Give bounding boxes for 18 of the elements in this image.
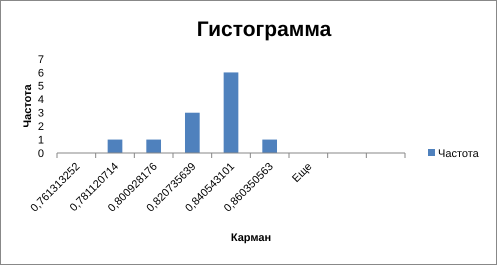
y-tick-label: 3 [38,108,44,120]
y-tick-label: 7 [38,54,44,66]
y-tick-label: 6 [38,67,44,80]
y-tick-label: 1 [38,134,44,146]
x-axis-title: Карман [230,232,272,244]
bar [224,72,238,153]
bar [146,140,162,153]
chart-title: Гистограмма [196,18,332,41]
bar [184,112,200,153]
legend-label: Частота [438,148,480,160]
y-tick-label: 0 [38,148,44,160]
bar [262,140,278,153]
y-tick-label: 2 [38,120,44,133]
bar [108,140,122,153]
y-axis-title: Частота [22,84,34,128]
y-tick-label: 5 [38,80,44,93]
x-tick-label: Еще [290,160,314,185]
y-tick-label: 4 [38,94,44,106]
